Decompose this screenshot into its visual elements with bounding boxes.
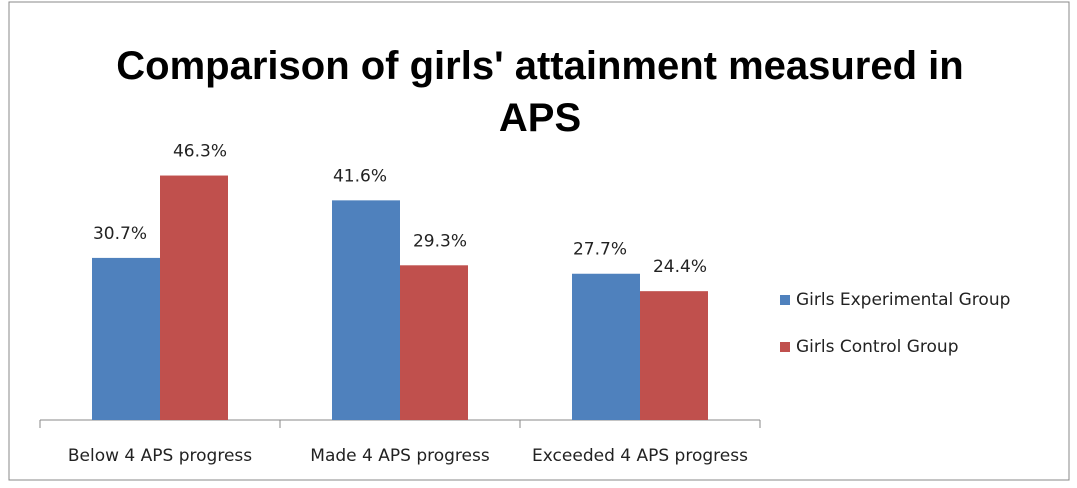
legend-swatch bbox=[780, 295, 790, 305]
data-label: 24.4% bbox=[653, 257, 707, 277]
data-label: 27.7% bbox=[573, 240, 627, 260]
data-label: 46.3% bbox=[173, 142, 227, 162]
x-tick-label: Below 4 APS progress bbox=[68, 446, 252, 466]
bar bbox=[400, 265, 468, 420]
chart-frame bbox=[8, 1, 1070, 481]
legend-label: Girls Control Group bbox=[796, 337, 958, 357]
data-label: 41.6% bbox=[333, 166, 387, 186]
x-tick-label: Made 4 APS progress bbox=[310, 446, 490, 466]
x-tick-label: Exceeded 4 APS progress bbox=[532, 446, 748, 466]
chart-title: Comparison of girls' attainment measured… bbox=[116, 44, 964, 140]
legend-label: Girls Experimental Group bbox=[796, 290, 1010, 310]
bar bbox=[160, 175, 228, 420]
data-label: 30.7% bbox=[93, 224, 147, 244]
legend-swatch bbox=[780, 342, 790, 352]
bar bbox=[572, 273, 640, 420]
bar bbox=[640, 291, 708, 420]
bar bbox=[332, 200, 400, 420]
bar bbox=[92, 257, 160, 420]
data-label: 29.3% bbox=[413, 231, 467, 251]
